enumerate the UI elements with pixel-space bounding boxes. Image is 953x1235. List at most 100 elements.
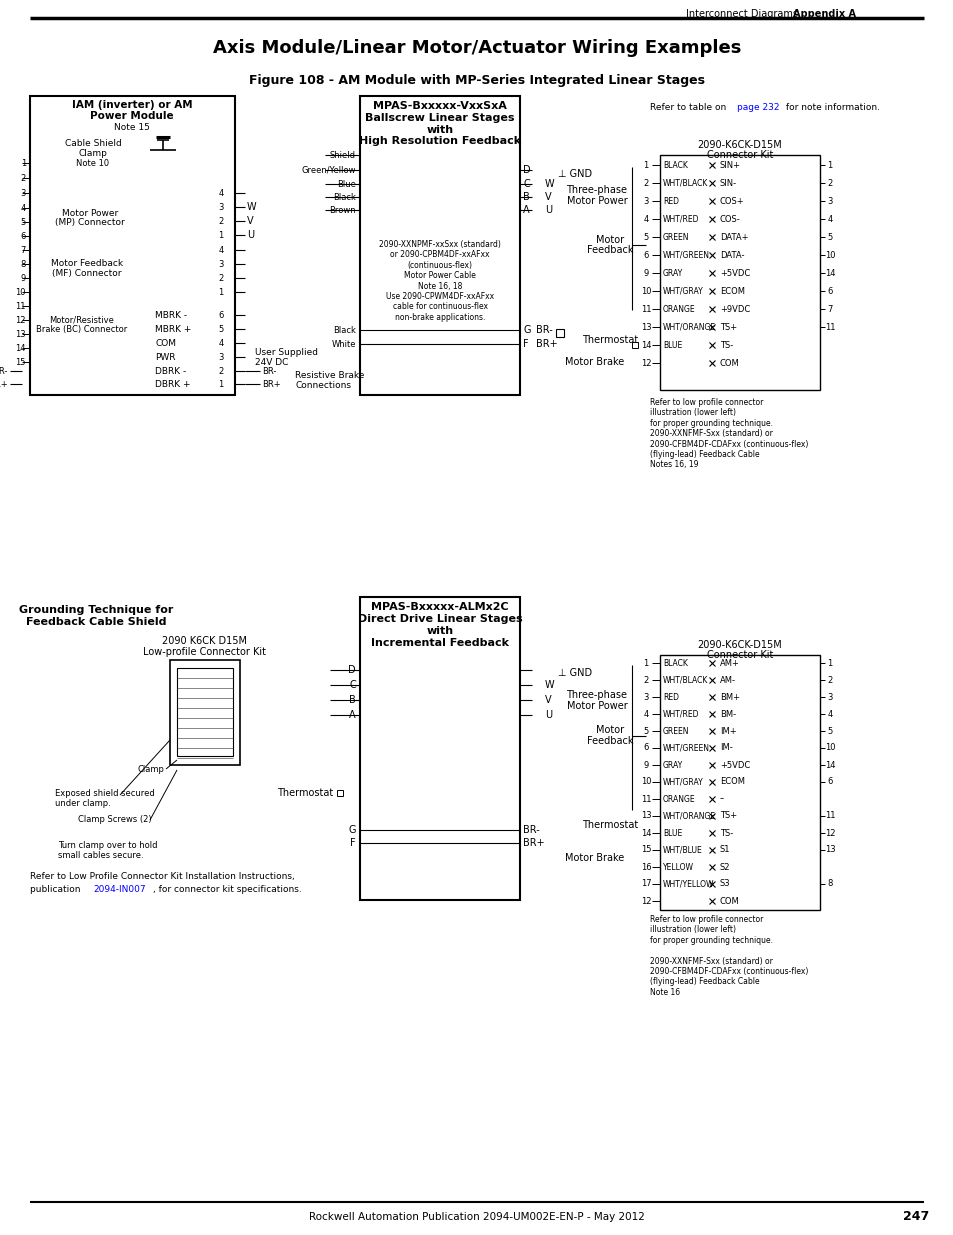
Text: Refer to Low Profile Connector Kit Installation Instructions,: Refer to Low Profile Connector Kit Insta… bbox=[30, 872, 294, 881]
Text: 6: 6 bbox=[642, 743, 648, 752]
Text: AM+: AM+ bbox=[720, 658, 740, 667]
Text: 2090-K6CK-D15M: 2090-K6CK-D15M bbox=[697, 140, 781, 149]
Text: SIN+: SIN+ bbox=[720, 161, 740, 169]
Text: 4: 4 bbox=[826, 709, 832, 719]
Text: with: with bbox=[426, 626, 453, 636]
Text: C: C bbox=[522, 179, 529, 189]
Text: ⊥ GND: ⊥ GND bbox=[558, 668, 592, 678]
Text: Feedback: Feedback bbox=[586, 245, 633, 254]
Text: Grounding Technique for: Grounding Technique for bbox=[19, 605, 173, 615]
Text: 13: 13 bbox=[640, 322, 651, 331]
Text: 6: 6 bbox=[826, 778, 832, 787]
Text: BLACK: BLACK bbox=[662, 161, 687, 169]
Text: MPAS-Bxxxxx-ALMx2C: MPAS-Bxxxxx-ALMx2C bbox=[371, 601, 508, 613]
Text: 2: 2 bbox=[642, 676, 648, 684]
Text: Low-profile Connector Kit: Low-profile Connector Kit bbox=[143, 647, 266, 657]
Text: ⊥ GND: ⊥ GND bbox=[558, 169, 592, 179]
Text: F: F bbox=[350, 839, 355, 848]
Text: 1: 1 bbox=[826, 658, 832, 667]
Text: Shield: Shield bbox=[330, 151, 355, 159]
Text: Cable Shield: Cable Shield bbox=[65, 138, 121, 147]
Text: 13: 13 bbox=[640, 811, 651, 820]
Text: Connector Kit: Connector Kit bbox=[706, 149, 772, 161]
Text: Brown: Brown bbox=[329, 205, 355, 215]
Text: Motor Feedback: Motor Feedback bbox=[51, 258, 123, 268]
Text: 10: 10 bbox=[640, 287, 651, 295]
Text: 4: 4 bbox=[642, 709, 648, 719]
Text: ORANGE: ORANGE bbox=[662, 305, 695, 314]
Text: BR-: BR- bbox=[262, 367, 276, 375]
Text: W: W bbox=[247, 203, 256, 212]
Text: TS+: TS+ bbox=[720, 322, 737, 331]
Text: B: B bbox=[349, 695, 355, 705]
Text: 3: 3 bbox=[642, 196, 648, 205]
Text: Incremental Feedback: Incremental Feedback bbox=[371, 638, 509, 648]
Text: WHT/GREEN: WHT/GREEN bbox=[662, 251, 709, 259]
Text: 3: 3 bbox=[218, 203, 223, 211]
Text: 10: 10 bbox=[824, 251, 835, 259]
Text: BM+: BM+ bbox=[720, 693, 740, 701]
Text: +5VDC: +5VDC bbox=[720, 761, 749, 769]
Text: User Supplied: User Supplied bbox=[254, 347, 317, 357]
Text: Refer to low profile connector
illustration (lower left)
for proper grounding te: Refer to low profile connector illustrat… bbox=[649, 915, 807, 997]
Text: Motor Power: Motor Power bbox=[62, 209, 118, 217]
Text: WHT/RED: WHT/RED bbox=[662, 215, 699, 224]
Text: D: D bbox=[348, 664, 355, 676]
Text: 12: 12 bbox=[15, 315, 26, 325]
Text: Thermostat: Thermostat bbox=[581, 335, 638, 345]
Text: Thermostat: Thermostat bbox=[581, 820, 638, 830]
Text: 3: 3 bbox=[826, 196, 832, 205]
Text: Brake (BC) Connector: Brake (BC) Connector bbox=[36, 325, 128, 333]
Text: Green/Yellow: Green/Yellow bbox=[301, 165, 355, 174]
Text: 3: 3 bbox=[218, 352, 223, 362]
Text: W: W bbox=[544, 179, 554, 189]
Text: 3: 3 bbox=[826, 693, 832, 701]
Text: S2: S2 bbox=[720, 862, 730, 872]
Text: SIN-: SIN- bbox=[720, 179, 737, 188]
Text: 4: 4 bbox=[642, 215, 648, 224]
Text: for note information.: for note information. bbox=[782, 103, 879, 111]
Text: 11: 11 bbox=[824, 322, 835, 331]
Text: small cables secure.: small cables secure. bbox=[58, 851, 144, 861]
Text: 9: 9 bbox=[642, 761, 648, 769]
Text: 6: 6 bbox=[218, 310, 223, 320]
Text: WHT/BLUE: WHT/BLUE bbox=[662, 846, 702, 855]
Text: Ballscrew Linear Stages: Ballscrew Linear Stages bbox=[365, 112, 515, 124]
Text: 1: 1 bbox=[218, 379, 223, 389]
Text: 6: 6 bbox=[826, 287, 832, 295]
Text: B: B bbox=[522, 191, 529, 203]
Text: WHT/YELLOW: WHT/YELLOW bbox=[662, 879, 714, 888]
Text: 4: 4 bbox=[826, 215, 832, 224]
Text: 2094-IN007: 2094-IN007 bbox=[92, 884, 146, 893]
Text: 1: 1 bbox=[218, 288, 223, 296]
Text: 1: 1 bbox=[642, 161, 648, 169]
Text: 5: 5 bbox=[642, 232, 648, 242]
Text: Interconnect Diagrams: Interconnect Diagrams bbox=[685, 9, 797, 19]
Text: Turn clamp over to hold: Turn clamp over to hold bbox=[58, 841, 157, 850]
Text: 5: 5 bbox=[21, 217, 26, 226]
Text: TS-: TS- bbox=[720, 829, 733, 837]
Text: 17: 17 bbox=[640, 879, 651, 888]
Text: 15: 15 bbox=[15, 357, 26, 367]
Text: 2: 2 bbox=[218, 216, 223, 226]
Text: BLACK: BLACK bbox=[662, 658, 687, 667]
Text: 2090-XXNPMF-xxSxx (standard)
or 2090-CPBM4DF-xxAFxx
(continuous-flex)
Motor Powe: 2090-XXNPMF-xxSxx (standard) or 2090-CPB… bbox=[378, 240, 500, 322]
Text: COS+: COS+ bbox=[720, 196, 744, 205]
Text: Thermostat: Thermostat bbox=[276, 788, 333, 798]
Text: Note 10: Note 10 bbox=[76, 158, 110, 168]
Text: 2: 2 bbox=[642, 179, 648, 188]
Text: Rockwell Automation Publication 2094-UM002E-EN-P - May 2012: Rockwell Automation Publication 2094-UM0… bbox=[309, 1212, 644, 1221]
Text: 2: 2 bbox=[21, 173, 26, 183]
Text: MBRK +: MBRK + bbox=[154, 325, 192, 333]
Text: Three-phase: Three-phase bbox=[566, 690, 627, 700]
Text: GRAY: GRAY bbox=[662, 761, 682, 769]
Text: W: W bbox=[544, 680, 554, 690]
Text: Clamp: Clamp bbox=[137, 764, 164, 773]
Text: 1: 1 bbox=[642, 658, 648, 667]
Text: with: with bbox=[426, 125, 453, 135]
Text: Motor Power: Motor Power bbox=[566, 196, 627, 206]
Text: RED: RED bbox=[662, 196, 679, 205]
Text: Black: Black bbox=[333, 193, 355, 201]
Text: 3: 3 bbox=[21, 189, 26, 198]
Text: V: V bbox=[247, 216, 253, 226]
